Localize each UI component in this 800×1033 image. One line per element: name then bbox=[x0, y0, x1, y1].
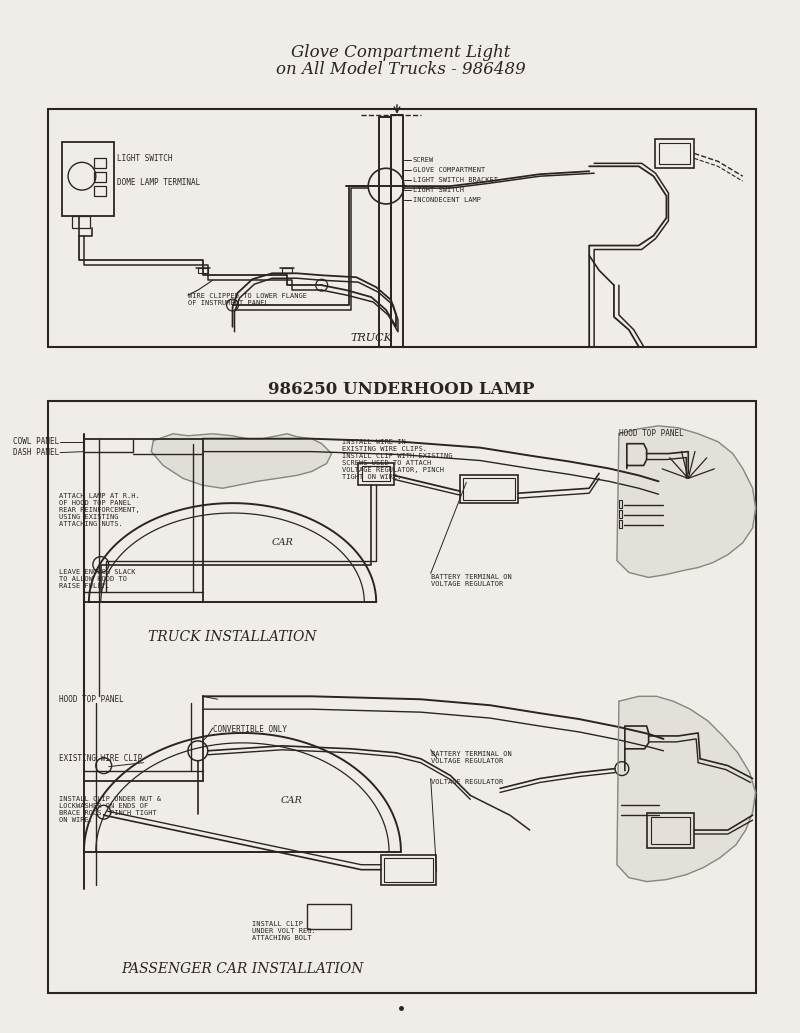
Bar bbox=[384, 857, 433, 881]
Bar bbox=[619, 510, 622, 518]
Bar bbox=[48, 108, 756, 347]
Text: BATTERY TERMINAL ON
VOLTAGE REGULATOR: BATTERY TERMINAL ON VOLTAGE REGULATOR bbox=[430, 751, 511, 763]
Bar bbox=[94, 186, 106, 196]
Text: CONVERTIBLE ONLY: CONVERTIBLE ONLY bbox=[213, 724, 286, 733]
Text: TRUCK: TRUCK bbox=[350, 333, 392, 343]
Text: CAR: CAR bbox=[281, 795, 303, 805]
Bar bbox=[658, 143, 690, 164]
Text: LEAVE ENOUGH SLACK
TO ALLOW HOOD TO
RAISE FULLY.: LEAVE ENOUGH SLACK TO ALLOW HOOD TO RAIS… bbox=[59, 568, 136, 589]
Text: EXISTING WIRE CLIP: EXISTING WIRE CLIP bbox=[59, 754, 142, 763]
Text: VOLTAGE REGULATOR: VOLTAGE REGULATOR bbox=[430, 779, 503, 784]
Bar bbox=[654, 138, 694, 168]
Text: INSTALL CLIP
UNDER VOLT REG.
ATTACHING BOLT: INSTALL CLIP UNDER VOLT REG. ATTACHING B… bbox=[252, 921, 316, 941]
Bar bbox=[460, 475, 518, 503]
Text: LIGHT SWITCH: LIGHT SWITCH bbox=[117, 154, 172, 163]
Bar bbox=[358, 464, 394, 486]
Bar bbox=[72, 216, 90, 227]
Text: INSTALL CLIP UNDER NUT &
LOCKWASHER ON ENDS OF
BRACE RODS. PINCH TIGHT
ON WIRE.: INSTALL CLIP UNDER NUT & LOCKWASHER ON E… bbox=[59, 796, 161, 823]
Text: PASSENGER CAR INSTALLATION: PASSENGER CAR INSTALLATION bbox=[122, 962, 364, 976]
Bar bbox=[62, 142, 114, 216]
Text: 986250 UNDERHOOD LAMP: 986250 UNDERHOOD LAMP bbox=[268, 381, 534, 398]
Bar bbox=[94, 158, 106, 168]
Text: HOOD TOP PANEL: HOOD TOP PANEL bbox=[59, 695, 124, 703]
Text: CAR: CAR bbox=[271, 538, 293, 547]
Bar bbox=[198, 269, 208, 274]
Text: DOME LAMP TERMINAL: DOME LAMP TERMINAL bbox=[117, 178, 200, 187]
Bar bbox=[619, 500, 622, 508]
Bar bbox=[282, 269, 292, 274]
Text: ATTACH LAMP AT R.H.
OF HOOD TOP PANEL
REAR REINFORCEMENT,
USING EXISTING
ATTACHI: ATTACH LAMP AT R.H. OF HOOD TOP PANEL RE… bbox=[59, 493, 140, 527]
Text: LIGHT SWITCH: LIGHT SWITCH bbox=[413, 187, 464, 193]
Text: TRUCK INSTALLATION: TRUCK INSTALLATION bbox=[148, 630, 317, 644]
Polygon shape bbox=[617, 426, 756, 577]
Text: GLOVE COMPARTMENT: GLOVE COMPARTMENT bbox=[413, 167, 485, 174]
Bar bbox=[362, 467, 390, 481]
Bar bbox=[381, 855, 436, 884]
Text: INCONDECENT LAMP: INCONDECENT LAMP bbox=[413, 197, 481, 202]
Bar bbox=[94, 173, 106, 182]
Bar bbox=[463, 478, 515, 500]
Bar bbox=[619, 520, 622, 528]
Text: HOOD TOP PANEL: HOOD TOP PANEL bbox=[619, 430, 684, 438]
Text: INSTALL WIRE IN
EXISTING WIRE CLIPS.
INSTALL CLIP WITH EXISTING
SCREWS USED TO A: INSTALL WIRE IN EXISTING WIRE CLIPS. INS… bbox=[342, 439, 452, 479]
Bar bbox=[307, 904, 351, 929]
Text: Glove Compartment Light: Glove Compartment Light bbox=[291, 43, 510, 61]
Text: SCREW: SCREW bbox=[413, 157, 434, 163]
Text: WIRE CLIPPED TO LOWER FLANGE
OF INSTRUMENT PANEL: WIRE CLIPPED TO LOWER FLANGE OF INSTRUME… bbox=[188, 292, 307, 306]
Text: BATTERY TERMINAL ON
VOLTAGE REGULATOR: BATTERY TERMINAL ON VOLTAGE REGULATOR bbox=[430, 574, 511, 588]
Bar bbox=[48, 401, 756, 993]
Text: on All Model Trucks - 986489: on All Model Trucks - 986489 bbox=[276, 61, 526, 77]
Text: COWL PANEL: COWL PANEL bbox=[13, 437, 59, 446]
Text: LIGHT SWITCH BRACKET: LIGHT SWITCH BRACKET bbox=[413, 178, 498, 183]
Text: DASH PANEL: DASH PANEL bbox=[13, 448, 59, 457]
Polygon shape bbox=[151, 434, 332, 489]
Bar bbox=[646, 813, 694, 848]
Bar bbox=[650, 817, 690, 844]
Polygon shape bbox=[617, 696, 756, 881]
